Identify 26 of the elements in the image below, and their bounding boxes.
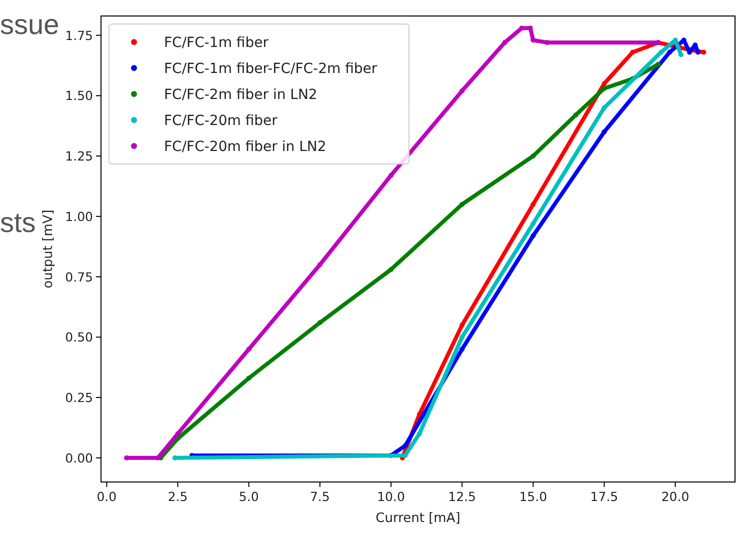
x-tick-label: 10.0 bbox=[377, 489, 405, 504]
y-tick-label: 1.25 bbox=[65, 148, 93, 164]
x-tick-label: 17.5 bbox=[590, 489, 618, 504]
x-tick-label: 20.0 bbox=[661, 489, 690, 504]
legend-label: FC/FC-20m fiber in LN2 bbox=[164, 139, 326, 155]
legend-label: FC/FC-1m fiber-FC/FC-2m fiber bbox=[164, 61, 378, 77]
y-axis-title: output [mV] bbox=[41, 210, 56, 288]
legend-label: FC/FC-2m fiber in LN2 bbox=[164, 87, 318, 103]
legend-label: FC/FC-1m fiber bbox=[164, 35, 269, 51]
y-tick-label: 0.00 bbox=[65, 450, 94, 466]
text: sts bbox=[0, 207, 36, 238]
x-tick-label: 12.5 bbox=[448, 489, 476, 504]
y-tick-label: 1.00 bbox=[65, 208, 94, 224]
x-tick-label: 5.0 bbox=[238, 489, 259, 504]
y-tick-label: 1.50 bbox=[65, 88, 94, 104]
text: ssue bbox=[0, 9, 60, 40]
x-tick-label: 0.0 bbox=[96, 489, 117, 504]
x-tick-label: 7.5 bbox=[310, 489, 330, 504]
y-tick-label: 0.25 bbox=[65, 390, 93, 405]
y-tick-label: 0.75 bbox=[65, 269, 93, 284]
x-tick-label: 15.0 bbox=[519, 489, 548, 504]
x-axis-title: Current [mA] bbox=[376, 511, 460, 526]
y-tick-label: 0.50 bbox=[65, 330, 94, 345]
legend-label: FC/FC-20m fiber bbox=[164, 113, 278, 129]
y-tick-label: 1.75 bbox=[65, 28, 93, 43]
x-tick-label: 2.5 bbox=[168, 489, 188, 504]
